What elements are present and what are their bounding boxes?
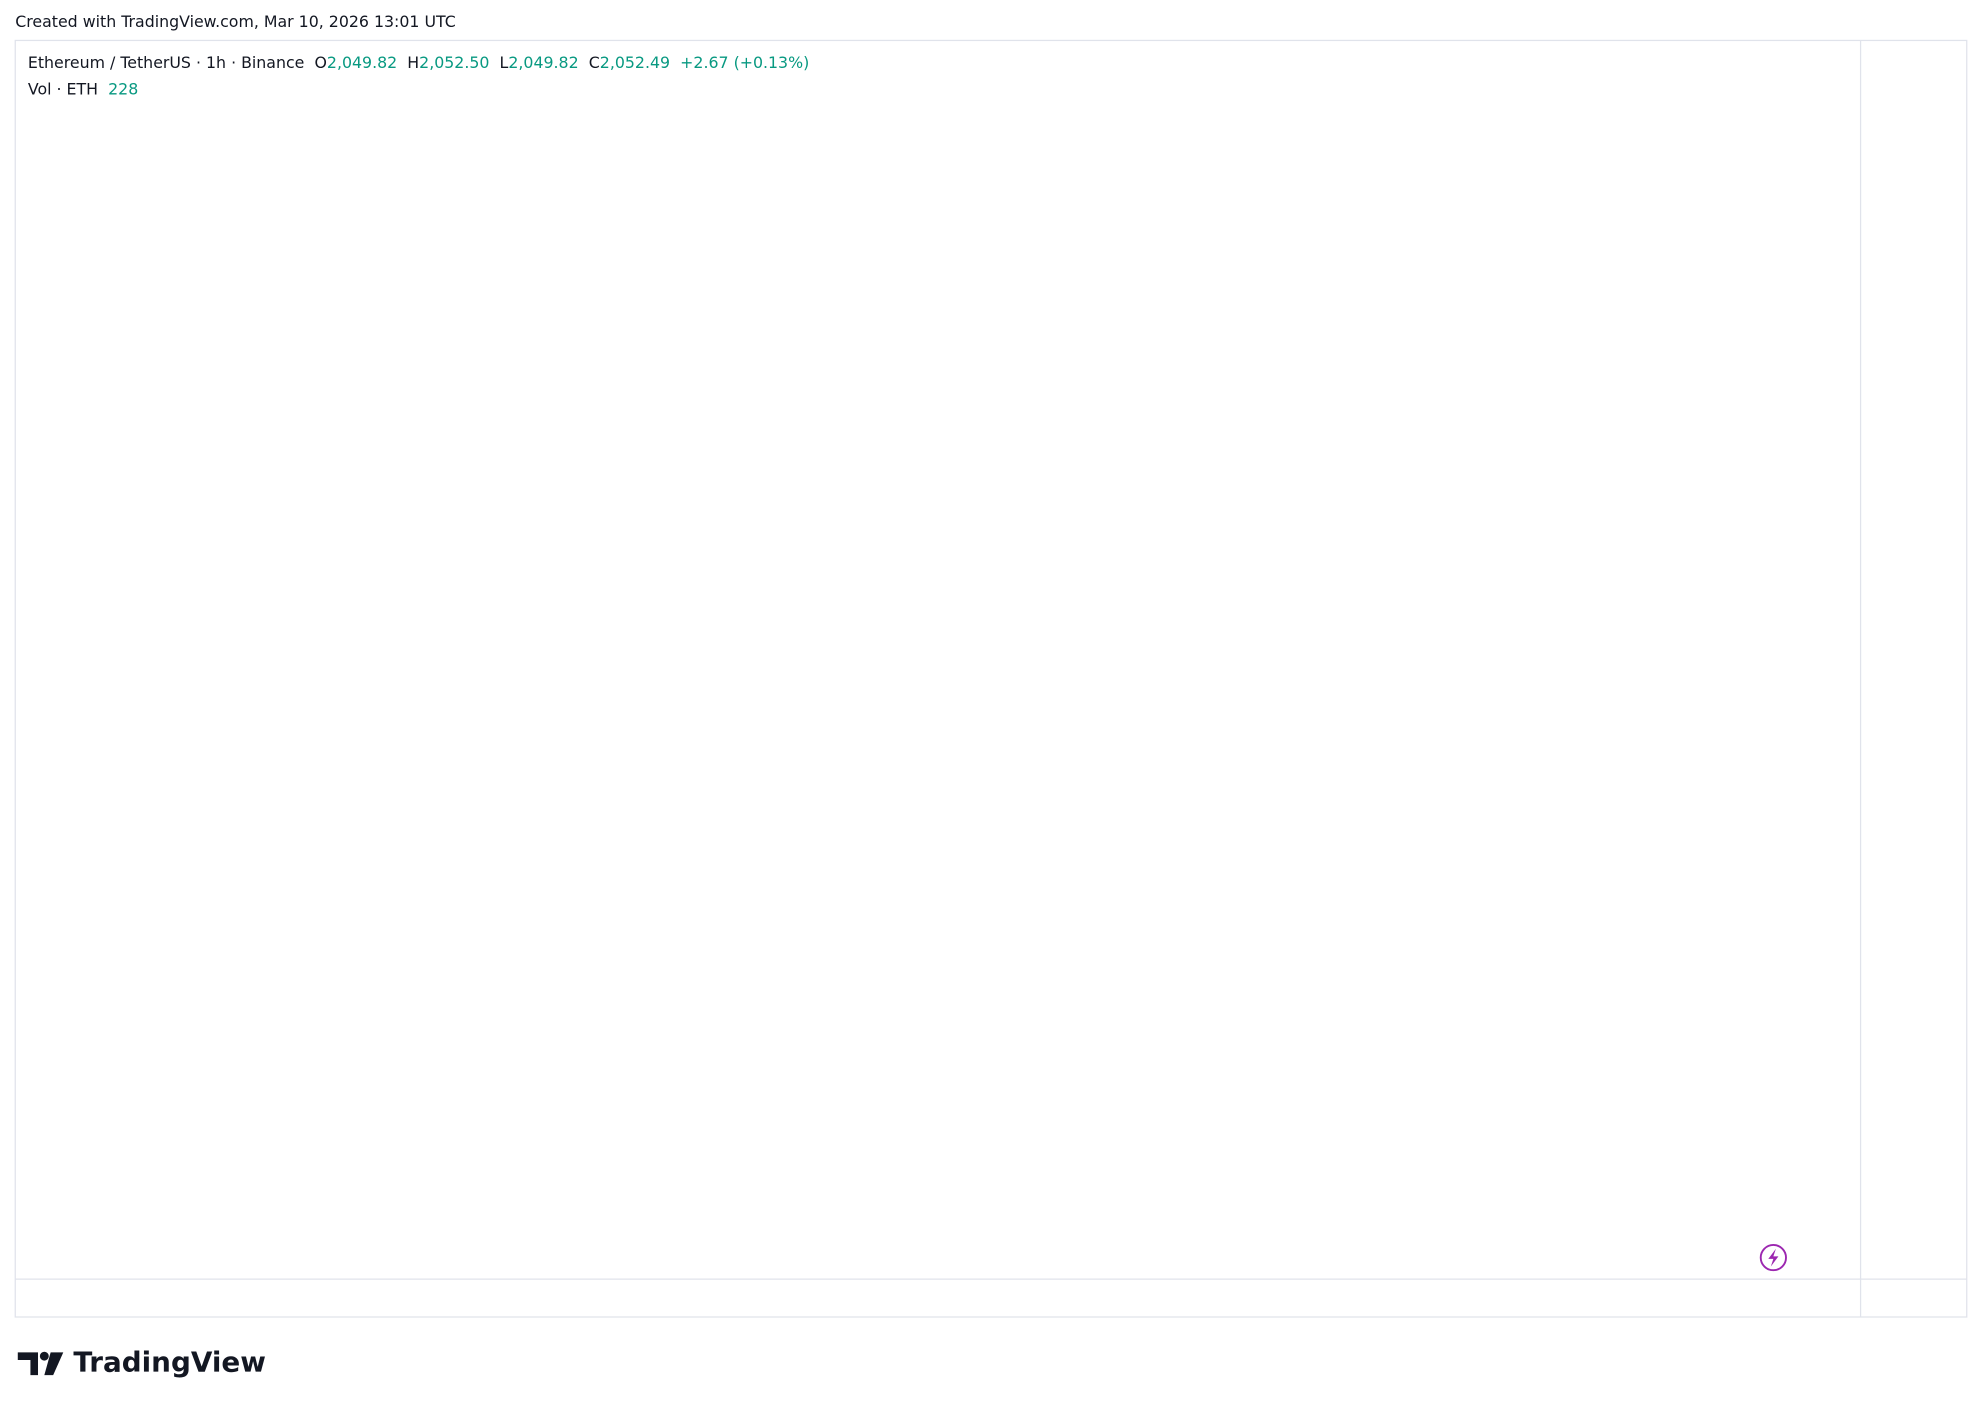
symbol: Ethereum / TetherUS · 1h · Binance <box>28 53 304 72</box>
legend-line: Ethereum / TetherUS · 1h · Binance O2,049… <box>28 53 809 72</box>
chart-frame <box>14 39 1968 1318</box>
low-value: 2,049.82 <box>508 53 578 72</box>
close-value: 2,052.49 <box>600 53 670 72</box>
open-value: 2,049.82 <box>327 53 397 72</box>
volume-title: Vol · ETH <box>28 79 98 98</box>
alert-bolt <box>1768 1248 1779 1267</box>
volume-value: 228 <box>108 79 138 98</box>
logo-slash <box>44 1352 64 1376</box>
open-key: O <box>314 53 326 72</box>
high-key: H <box>407 53 419 72</box>
low-key: L <box>500 53 509 72</box>
change: +2.67 (+0.13%) <box>680 53 809 72</box>
tradingview-logo: TradingView <box>17 1346 266 1379</box>
volume-legend: Vol · ETH 228 <box>28 79 138 98</box>
high-value: 2,052.50 <box>419 53 489 72</box>
logo-dot <box>39 1351 49 1361</box>
logo-mark <box>17 1352 39 1376</box>
header-text: Created with TradingView.com, Mar 10, 20… <box>15 12 455 31</box>
logo-text: TradingView <box>73 1346 266 1379</box>
close-key: C <box>589 53 600 72</box>
